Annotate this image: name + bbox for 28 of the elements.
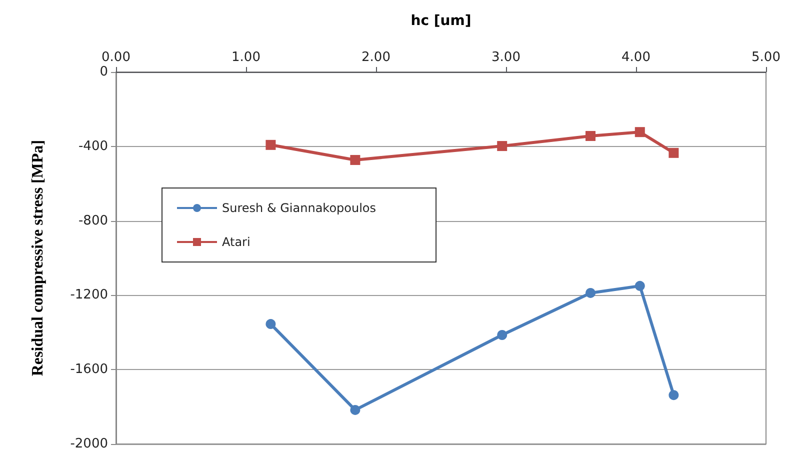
y-tick-label: -400 [78,138,108,154]
point [668,148,679,158]
x-tick-label: 1.00 [232,50,260,65]
point [350,404,360,415]
legend-label: Atari [222,235,250,249]
y-tick-label: -1200 [70,288,108,303]
point [266,319,276,330]
point [586,288,596,298]
x-tick-label: 2.00 [362,50,390,65]
y-tick-label: 0 [100,64,108,80]
point [266,140,276,150]
point [668,390,679,400]
x-tick-label: 4.00 [622,50,650,65]
point [634,127,645,138]
y-axis-title: Residual compressive stress [MPa] [30,140,46,376]
x-tick-label: 3.00 [492,50,520,65]
point [350,154,360,165]
x-tick-label: 5.00 [752,50,780,65]
point [497,141,508,152]
x-tick-label: 0.00 [102,50,130,65]
point [497,330,508,340]
point [634,280,645,291]
y-tick-label: -2000 [70,436,108,452]
x-axis-title: hc [um] [410,13,472,29]
y-tick-label: -800 [78,213,108,228]
point [586,130,596,141]
legend-label: Suresh & Giannakopoulos [222,201,376,215]
y-tick-label: -1600 [70,362,108,378]
